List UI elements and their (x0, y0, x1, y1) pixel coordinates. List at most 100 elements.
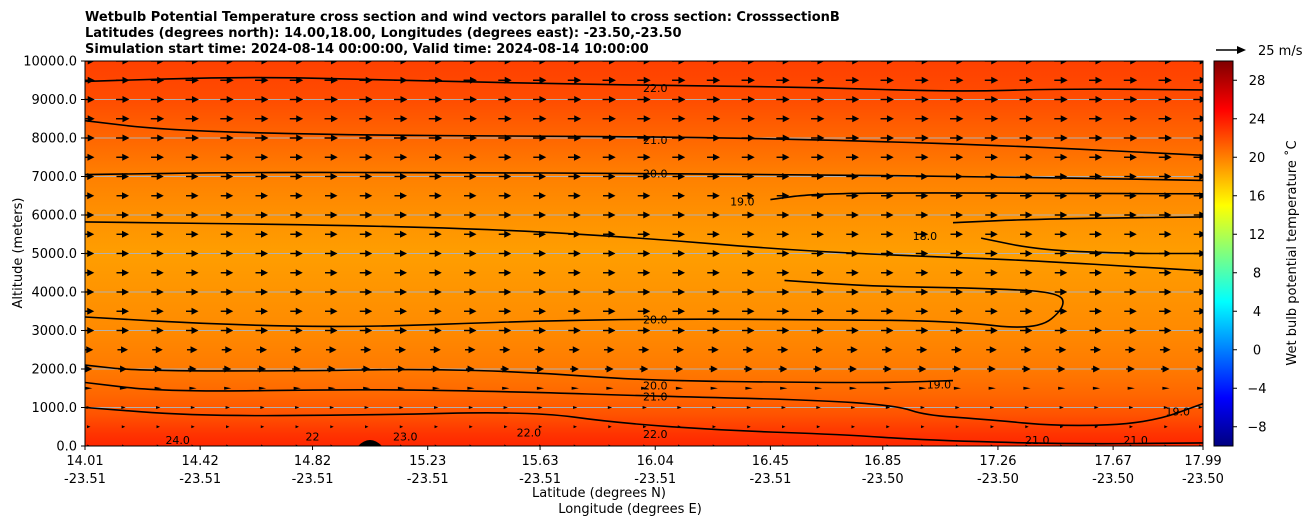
wind-vector (186, 230, 199, 238)
wind-vector (1089, 76, 1103, 84)
wind-vector (429, 153, 442, 161)
wind-vector (1020, 173, 1033, 180)
wind-vector (1159, 192, 1172, 200)
wind-vector (1162, 386, 1170, 390)
wind-vector (1054, 134, 1068, 142)
wind-vector (984, 96, 999, 103)
y-tick-label: 6000.0 (32, 209, 78, 224)
wind-vector (917, 365, 927, 373)
wind-vector (1020, 346, 1032, 354)
wind-vector (1019, 153, 1033, 161)
colorbar-tick-label: 24 (1249, 112, 1266, 127)
wind-vector (881, 211, 894, 219)
wind-vector (295, 425, 299, 429)
colorbar-tick-label: 4 (1253, 305, 1261, 320)
wind-vector (116, 288, 129, 296)
wind-vector (813, 365, 823, 373)
wind-vector (220, 230, 234, 238)
contour-label: 19.0 (927, 378, 952, 391)
wind-vector (811, 61, 825, 65)
wind-vector (1054, 250, 1068, 257)
wind-vector (845, 134, 860, 142)
wind-vector (881, 192, 894, 200)
wind-vector (712, 425, 716, 429)
wind-vector (85, 61, 95, 65)
wind-vector (846, 327, 859, 334)
wind-vector (1193, 61, 1203, 65)
wind-vector (886, 425, 890, 429)
wind-vector (677, 406, 682, 409)
wind-vector (1020, 211, 1033, 219)
wind-vector (255, 250, 268, 257)
wind-vector (776, 96, 790, 103)
wind-vector (1124, 230, 1137, 238)
wind-vector (498, 307, 512, 315)
colorbar-tick-label: 20 (1249, 151, 1266, 166)
wind-vector (881, 173, 894, 180)
wind-vector (220, 134, 234, 142)
wind-vector (1054, 115, 1068, 123)
wind-vector (1020, 307, 1033, 315)
wind-vector (222, 365, 232, 373)
wind-vector (290, 288, 303, 296)
wind-vector (672, 134, 686, 142)
wind-vector (1058, 386, 1066, 390)
wind-vector (1089, 134, 1103, 142)
y-axis-label: Altitude (meters) (11, 198, 26, 309)
wind-vector (672, 115, 686, 123)
wind-vector (950, 250, 963, 257)
wind-vector (226, 425, 230, 429)
wind-vector (1193, 307, 1203, 315)
wind-vector (428, 134, 443, 142)
wind-vector (742, 288, 755, 296)
wind-vector (1089, 269, 1102, 277)
wind-vector (985, 327, 998, 334)
wind-vector (1054, 230, 1068, 238)
wind-vector (637, 115, 651, 123)
wind-vector (567, 76, 582, 84)
wind-vector (150, 76, 165, 84)
wind-vector (258, 386, 267, 390)
wind-vector (330, 425, 334, 429)
wind-vector (985, 153, 998, 161)
wind-vector (325, 211, 338, 219)
wind-vector (1159, 269, 1172, 277)
wind-vector (502, 386, 510, 390)
wind-vector (116, 153, 130, 161)
wind-vector (186, 192, 199, 200)
wind-vector (432, 386, 440, 390)
wind-vector (429, 211, 442, 219)
wind-vector (987, 365, 996, 373)
contour-line-22.0 (85, 406, 1203, 445)
wind-vector (290, 327, 303, 334)
wind-vector (1089, 307, 1102, 315)
wind-vector (185, 76, 199, 84)
wind-vector (811, 153, 825, 161)
wind-vector (504, 425, 508, 429)
wind-vector (637, 307, 651, 315)
wind-vector (848, 365, 857, 373)
wind-vector (117, 346, 129, 354)
wind-vector (742, 250, 755, 257)
wind-vector (533, 211, 546, 219)
wind-vector (568, 307, 581, 315)
wind-vector (742, 173, 755, 180)
wind-vector (429, 192, 442, 200)
wind-vector (1020, 250, 1033, 257)
wind-vector (571, 386, 579, 390)
wind-vector (1159, 307, 1172, 315)
wind-vector (464, 192, 477, 200)
wind-vector (1193, 96, 1203, 103)
wind-vector (325, 250, 338, 257)
wind-vector (672, 269, 685, 277)
wind-vector (289, 134, 304, 142)
y-tick-label: 5000.0 (32, 247, 78, 262)
wind-vector (990, 425, 994, 429)
wind-vector (915, 230, 929, 238)
wind-vector (118, 365, 128, 373)
wind-vector (672, 288, 685, 296)
wind-vector (463, 153, 477, 161)
wind-vector (465, 365, 475, 373)
wind-vector (845, 96, 860, 103)
wind-vector (816, 425, 821, 429)
